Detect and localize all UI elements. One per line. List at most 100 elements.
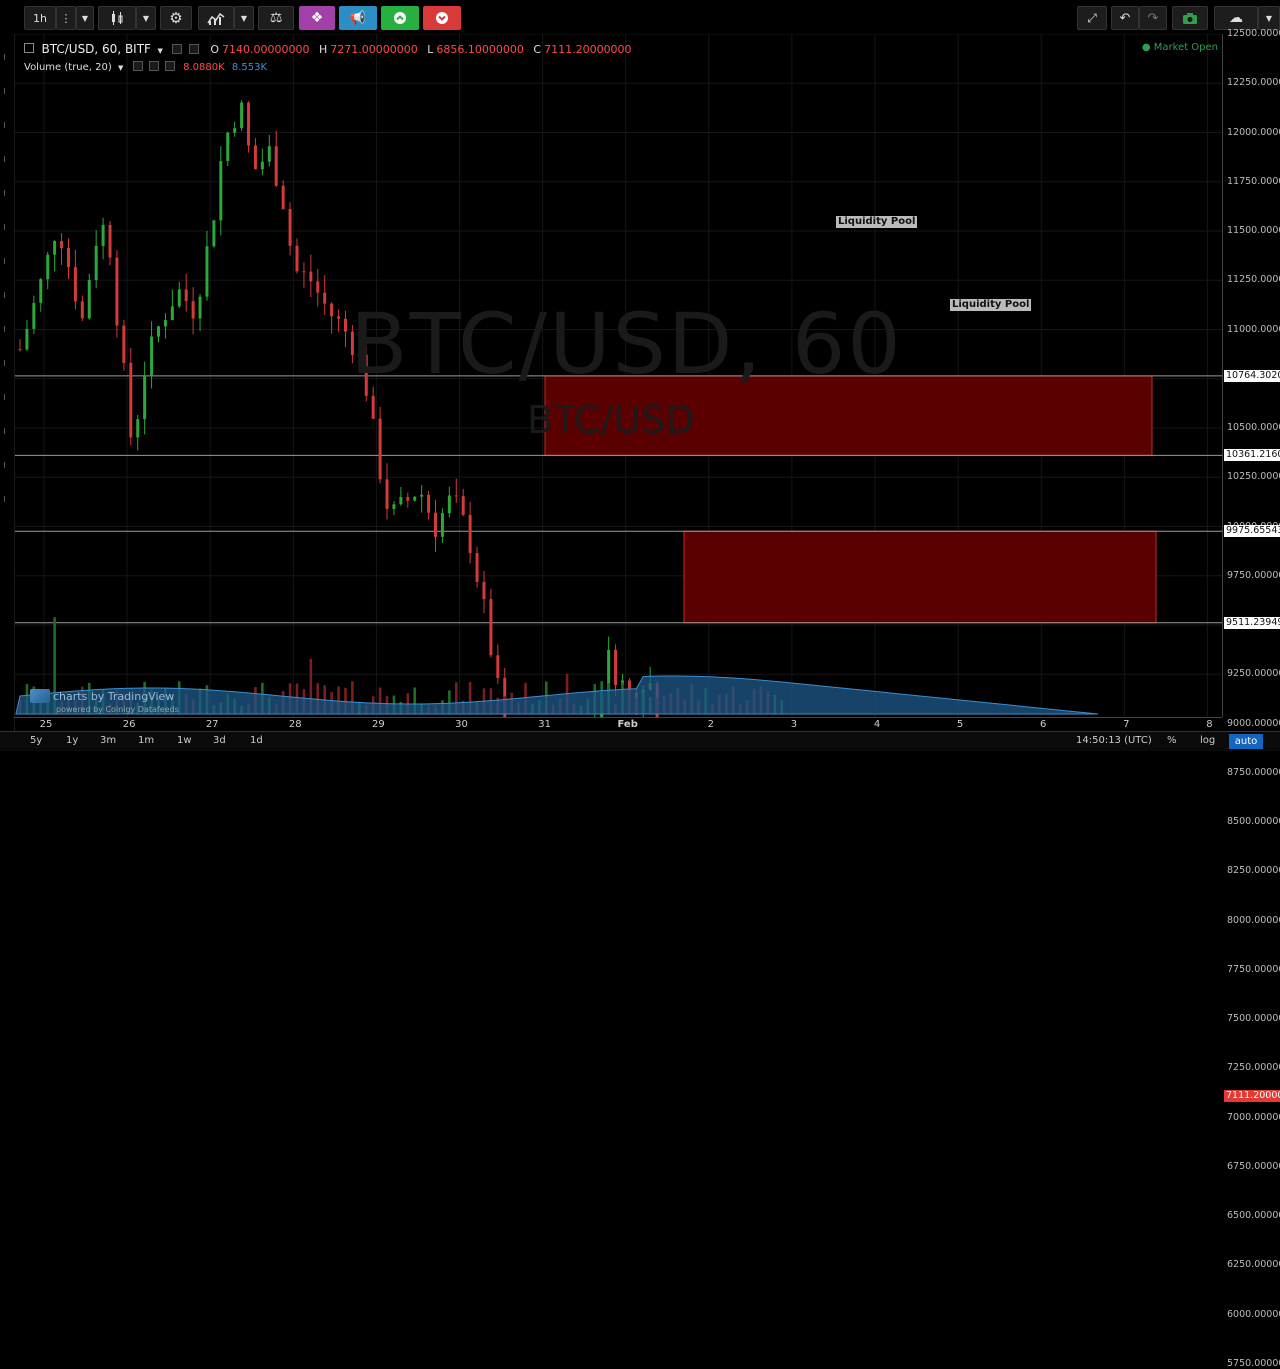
drawing-tool-icon[interactable] [4,54,9,60]
candle-up [198,296,202,319]
price-tick-label: 12250.00000 [1227,77,1280,89]
high-label: H [319,43,328,56]
drawing-tool-icon[interactable] [4,292,9,298]
settings-button[interactable]: ⚙ [160,6,192,30]
price-axis[interactable]: 12500.00000 12250.00000 12000.00000 11750.0… [1222,28,1280,1369]
redo-button[interactable]: ↷ [1139,6,1167,30]
drawing-tool-icon[interactable] [4,88,9,94]
time-tick-label: 28 [288,719,302,730]
candle-down [371,395,375,419]
buy-button[interactable] [381,6,419,30]
format-icon[interactable] [148,61,159,71]
chart-style-dropdown[interactable]: ▼ [136,6,156,30]
candle-down [18,349,22,351]
drawing-tool-icon[interactable] [4,428,9,434]
volume-bar [378,687,382,714]
snapshot-button[interactable] [1172,6,1208,30]
interval-dropdown[interactable]: ▼ [76,6,94,30]
compare-button[interactable]: ⚖ [258,6,294,30]
volume-legend: Volume (true, 20) ▼ 8.0880K 8.553K [24,61,267,73]
candle-up [53,241,57,255]
candle-down [337,316,341,319]
volume-bar [468,681,472,714]
candle-up [357,354,361,356]
candle-up [212,220,216,247]
candle-up [233,128,237,133]
drawing-tool-icon[interactable] [4,360,9,366]
candle-down [191,301,195,319]
candle-down [378,418,382,480]
range-1m[interactable]: 1m [138,735,155,746]
auto-scale-toggle[interactable]: auto [1229,734,1263,749]
range-3d[interactable]: 3d [213,735,226,746]
candle-up [32,302,36,329]
drawing-tools-strip[interactable] [0,34,15,750]
candle-down [330,303,334,317]
symbol-label[interactable]: BTC/USD, 60, BITF [41,42,151,56]
log-toggle[interactable]: log [1200,735,1216,746]
price-level-marker: 9511.23949 [1224,616,1280,629]
drawing-tool-icon[interactable] [4,190,9,196]
candle-down [627,680,631,693]
candle-up [157,326,160,337]
candle-down [66,248,70,268]
drawing-tool-icon[interactable] [4,326,9,332]
market-status: ● Market Open [1141,42,1218,53]
tradingview-attribution[interactable]: charts by TradingView powered by Coinigy… [30,689,179,715]
indicators-dropdown[interactable]: ▼ [234,6,254,30]
range-1d[interactable]: 1d [250,735,263,746]
candle-up [87,279,91,319]
volume-bar [53,617,56,714]
drawing-tool-icon[interactable] [4,462,9,468]
interval-selector[interactable]: 1h [24,6,56,30]
range-1y[interactable]: 1y [66,735,79,746]
price-level-marker: 9975.65543 [1224,525,1280,538]
drawing-tool-icon[interactable] [4,394,9,400]
candle-down [115,257,119,326]
drawing-tool-icon[interactable] [4,122,9,128]
candle-down [482,581,486,600]
format-icon[interactable] [188,44,199,54]
interval-menu-button[interactable]: ⋮ [56,6,76,30]
drawing-tool-icon[interactable] [4,258,9,264]
price-tick-label: 6000.00000 [1227,1308,1280,1320]
range-5y[interactable]: 5y [30,735,43,746]
price-tick-label: 9250.00000 [1227,668,1280,680]
utc-clock[interactable]: 14:50:13 (UTC) [1076,735,1152,746]
candle-down [350,331,354,355]
fullscreen-button[interactable]: ⤢ [1077,6,1107,30]
drawing-tool-icon[interactable] [4,156,9,162]
candle-up [46,254,50,280]
time-axis[interactable]: 25 26 27 28 29 30 31 Feb 2 3 4 5 6 7 8 [14,717,1222,732]
publish-button[interactable]: 📢 [339,6,377,30]
percent-toggle[interactable]: % [1167,735,1177,746]
range-3m[interactable]: 3m [100,735,117,746]
candle-down [295,245,299,272]
cloud-dropdown[interactable]: ▼ [1258,6,1280,30]
range-1w[interactable]: 1w [177,735,192,746]
drawing-tool-icon[interactable] [4,224,9,230]
candle-down [122,325,126,363]
liquidity-pool-label[interactable]: Liquidity Pool [950,299,1032,311]
templates-button[interactable]: ❖ [299,6,335,30]
price-tick-label: 9750.00000 [1227,569,1280,581]
volume-value-2: 8.553K [231,62,268,73]
chart-style-button[interactable] [98,6,136,30]
volume-study-label[interactable]: Volume (true, 20) [24,62,112,73]
cloud-save-button[interactable]: ☁ [1214,6,1258,30]
candle-down [253,145,257,170]
sell-button[interactable] [423,6,461,30]
undo-button[interactable]: ↶ [1111,6,1139,30]
indicators-button[interactable] [198,6,234,30]
volume-bar [454,682,458,714]
chevron-down-icon[interactable]: ▼ [157,47,163,55]
chevron-down-icon[interactable]: ▼ [117,64,124,72]
price-chart[interactable] [0,0,1222,717]
liquidity-pool-label[interactable]: Liquidity Pool [836,216,918,228]
eye-icon[interactable] [132,61,143,71]
time-tick-label: 26 [122,719,136,730]
drawing-tool-icon[interactable] [4,496,9,502]
close-icon[interactable] [164,61,175,71]
attribution-line-1: charts by TradingView [53,690,175,703]
eye-icon[interactable] [172,44,183,54]
